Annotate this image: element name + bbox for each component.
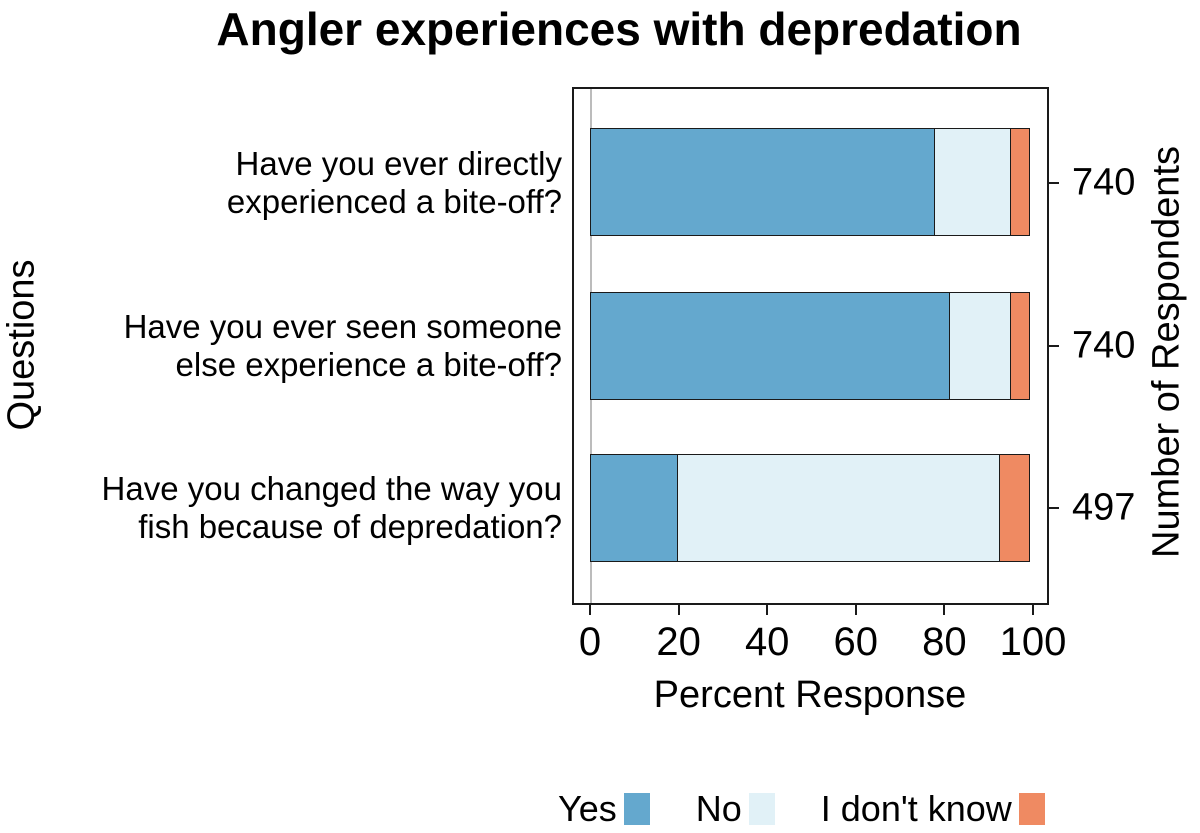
bar-segment-i-don-t-know <box>1009 128 1030 236</box>
bar-segment-no <box>949 292 1012 400</box>
legend-swatch <box>623 793 650 825</box>
chart-title: Angler experiences with depredation <box>216 3 1022 55</box>
bar-segment-i-don-t-know <box>998 454 1030 562</box>
x-tick-mark <box>1032 605 1034 615</box>
legend-label: I don't know <box>820 788 1012 829</box>
legend-item-i-don-t-know: I don't know <box>821 788 1045 830</box>
x-tick-label: 60 <box>833 620 879 664</box>
legend-item-no: No <box>696 788 775 830</box>
bar-row-3 <box>590 454 1033 562</box>
legend-label: No <box>695 788 742 829</box>
x-tick-label: 40 <box>744 620 790 664</box>
plot-area <box>572 87 1049 605</box>
legend: Yes No I don't know <box>558 788 1045 830</box>
x-tick-label: 0 <box>578 620 602 664</box>
x-tick-mark <box>766 605 769 615</box>
legend-swatch <box>1018 793 1045 825</box>
bar-segment-yes <box>590 128 936 236</box>
question-label-3: Have you changed the way you fish becaus… <box>101 470 562 545</box>
right-tick-mark <box>1049 182 1059 184</box>
x-tick-mark <box>943 605 946 615</box>
x-axis-title: Percent Response <box>653 674 967 716</box>
respondent-count-label: 740 <box>1072 324 1136 367</box>
x-tick-label: 20 <box>656 620 701 664</box>
x-tick-label: 80 <box>922 620 967 664</box>
bar-segment-yes <box>590 454 679 562</box>
legend-label: Yes <box>558 788 617 829</box>
bar-segment-i-don-t-know <box>1009 292 1030 400</box>
respondent-count-label: 497 <box>1072 486 1136 529</box>
y-axis-title-left: Questions <box>0 259 43 431</box>
bar-row-2 <box>590 292 1033 400</box>
legend-swatch <box>748 793 775 825</box>
question-label-2: Have you ever seen someone else experien… <box>123 308 562 383</box>
x-tick-mark <box>677 605 680 615</box>
right-tick-mark <box>1049 507 1059 509</box>
bar-segment-no <box>933 128 1012 236</box>
right-tick-mark <box>1049 345 1059 347</box>
question-label-1: Have you ever directly experienced a bit… <box>226 145 562 220</box>
bar-row-1 <box>590 128 1033 236</box>
respondent-count-label: 740 <box>1072 161 1136 204</box>
legend-item-yes: Yes <box>558 788 650 830</box>
x-tick-mark <box>854 605 857 615</box>
x-tick-label: 100 <box>999 620 1067 664</box>
x-tick-mark <box>589 605 591 615</box>
y-axis-title-right: Number of Respondents <box>1145 146 1188 558</box>
bar-segment-no <box>677 454 1001 562</box>
bar-segment-yes <box>590 292 952 400</box>
